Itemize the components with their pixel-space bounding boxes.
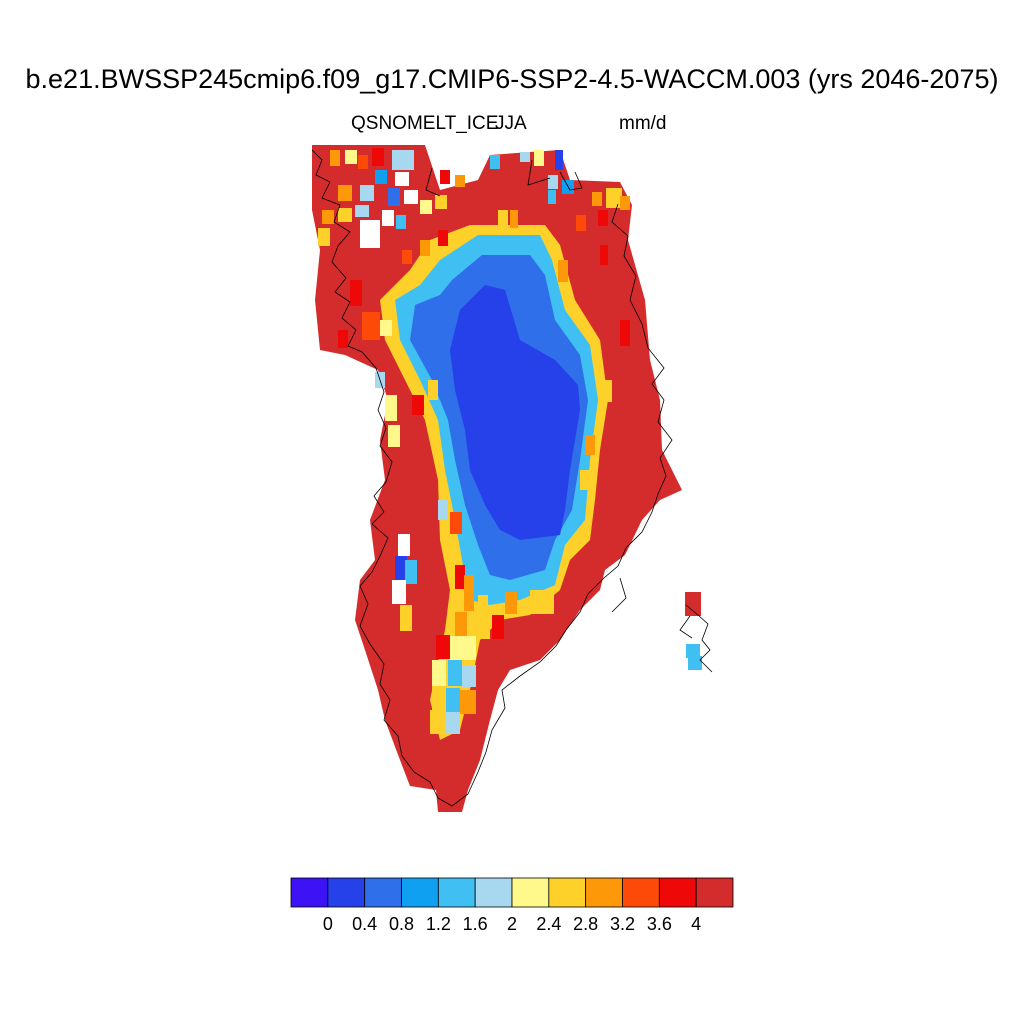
colorbar-tick-labels: 0 0.4 0.8 1.2 1.6 2 2.4 2.8 3.2 3.6 4 bbox=[323, 914, 701, 934]
colorbar-tick-label: 0.4 bbox=[352, 914, 377, 934]
variable-label: QSNOMELT_ICE bbox=[351, 113, 499, 134]
colorbar-box bbox=[364, 877, 402, 908]
colorbar-tick-label: 2.8 bbox=[573, 914, 598, 934]
colorbar-box bbox=[511, 877, 550, 908]
colorbar-box bbox=[290, 877, 329, 908]
melt-region-interior bbox=[450, 285, 580, 540]
colorbar-box bbox=[622, 877, 660, 908]
colorbar-boxes bbox=[290, 877, 734, 908]
colorbar-tick-label: 0 bbox=[323, 914, 333, 934]
margin-detail-cells bbox=[318, 148, 630, 734]
colorbar-tick-label: 3.2 bbox=[610, 914, 635, 934]
colorbar-box bbox=[658, 877, 697, 908]
colorbar-box bbox=[548, 877, 587, 908]
colorbar-tick-label: 4 bbox=[691, 914, 701, 934]
colorbar-box bbox=[474, 877, 513, 908]
season-label: JJA bbox=[495, 113, 527, 134]
colorbar-tick-label: 1.6 bbox=[463, 914, 488, 934]
colorbar-tick-label: 0.8 bbox=[389, 914, 414, 934]
coastline bbox=[311, 149, 713, 807]
colorbar-tick-label: 1.2 bbox=[426, 914, 451, 934]
colorbar-box bbox=[695, 877, 734, 908]
colorbar-box bbox=[401, 877, 439, 908]
colorbar-tick-label: 2 bbox=[507, 914, 517, 934]
colorbar-box bbox=[585, 877, 623, 908]
plot-title: b.e21.BWSSP245cmip6.f09_g17.CMIP6-SSP2-4… bbox=[25, 64, 999, 94]
units-label: mm/d bbox=[619, 113, 667, 134]
colorbar-tick-label: 2.4 bbox=[536, 914, 561, 934]
colorbar-tick-label: 3.6 bbox=[647, 914, 672, 934]
east-island bbox=[685, 592, 702, 670]
colorbar-box bbox=[437, 877, 476, 908]
colorbar-box bbox=[327, 877, 366, 908]
melt-field bbox=[312, 145, 682, 812]
